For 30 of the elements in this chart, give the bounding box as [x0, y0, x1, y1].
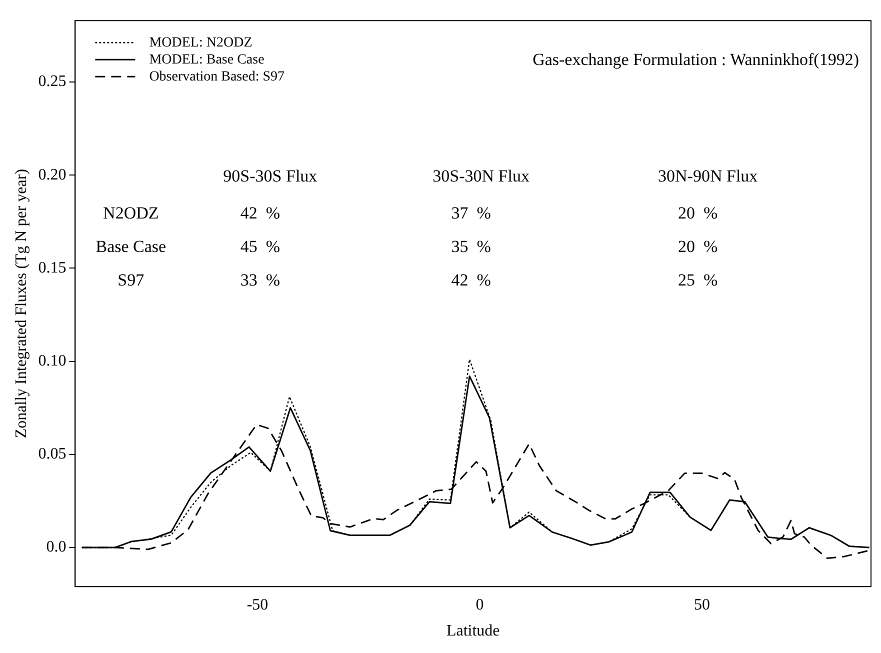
x-tick-label: 50 — [694, 596, 710, 614]
annotation: 30N-90N Flux — [658, 166, 758, 186]
y-tick-label: 0.0 — [46, 538, 66, 556]
annotation: 30S-30N Flux — [432, 166, 530, 186]
y-tick-label: 0.20 — [38, 166, 66, 184]
annotation: 37 % — [451, 204, 491, 223]
annotation: 90S-30S Flux — [223, 166, 318, 186]
annotation: 20 % — [678, 237, 718, 256]
annotation: 20 % — [678, 204, 718, 223]
annotation: N2ODZ — [103, 204, 159, 223]
x-tick-label: 0 — [476, 596, 484, 614]
y-tick-label: 0.15 — [38, 259, 66, 276]
legend-label: MODEL: Base Case — [149, 52, 264, 68]
annotation: 33 % — [240, 270, 280, 290]
annotation: Base Case — [96, 237, 166, 256]
x-tick-label: -50 — [246, 596, 268, 614]
annotation: S97 — [118, 270, 145, 290]
annotation: 25 % — [678, 270, 718, 290]
legend-label: Observation Based: S97 — [149, 69, 285, 84]
y-axis-title: Zonally Integrated Fluxes (Tg N per year) — [12, 168, 30, 438]
annotation: 42 % — [240, 204, 280, 223]
y-tick-label: 0.25 — [38, 73, 66, 90]
annotation: 45 % — [240, 237, 280, 256]
y-tick-label: 0.10 — [38, 352, 66, 370]
x-axis-title: Latitude — [446, 622, 500, 640]
annotation: Gas-exchange Formulation : Wanninkhof(1992) — [532, 50, 859, 70]
y-tick-label: 0.05 — [38, 446, 66, 463]
annotation: 35 % — [451, 237, 491, 256]
legend-label: MODEL: N2ODZ — [149, 35, 252, 50]
annotation: 42 % — [451, 270, 491, 290]
